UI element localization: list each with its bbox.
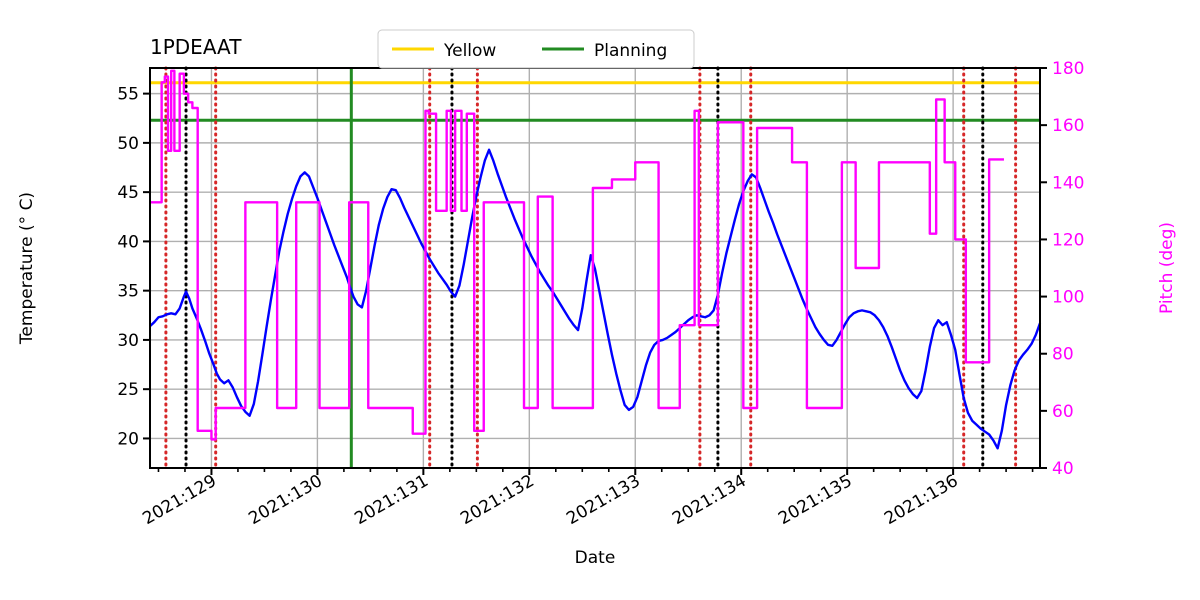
series-temperature xyxy=(149,148,1042,450)
page-title: 1PDEAAT xyxy=(150,35,242,59)
y2-tick-label-180: 180 xyxy=(1052,59,1084,79)
y-axis-label: Temperature (° C) xyxy=(17,192,37,345)
legend[interactable]: Yellow Planning xyxy=(377,29,695,69)
y-tick-label-45: 45 xyxy=(117,183,139,203)
y-tick-label-55: 55 xyxy=(117,85,139,105)
y2-tick-label-60: 60 xyxy=(1052,402,1074,422)
legend-frame xyxy=(377,29,695,69)
grid-layer xyxy=(150,68,1040,468)
x-axis-label: Date xyxy=(575,548,616,568)
y2-tick-label-160: 160 xyxy=(1052,116,1084,136)
y-tick-label-40: 40 xyxy=(117,232,139,252)
legend-label-yellow: Yellow xyxy=(443,41,496,61)
y2-tick-label-80: 80 xyxy=(1052,345,1074,365)
legend-label-planning: Planning xyxy=(594,41,667,61)
y-tick-label-30: 30 xyxy=(117,331,139,351)
series-pitch xyxy=(150,69,1004,441)
y2-tick-label-40: 40 xyxy=(1052,459,1074,479)
y-tick-label-20: 20 xyxy=(117,429,139,449)
y2-tick-label-100: 100 xyxy=(1052,288,1084,308)
y2-tick-label-140: 140 xyxy=(1052,173,1084,193)
series-layer xyxy=(149,69,1042,450)
reference-hline-layer xyxy=(150,81,1040,122)
y2-tick-label-120: 120 xyxy=(1052,230,1084,250)
y-tick-label-35: 35 xyxy=(117,282,139,302)
tick-layer xyxy=(143,67,1047,475)
y2-axis-label: Pitch (deg) xyxy=(1157,222,1177,314)
y-tick-label-25: 25 xyxy=(117,380,139,400)
y-tick-label-50: 50 xyxy=(117,134,139,154)
